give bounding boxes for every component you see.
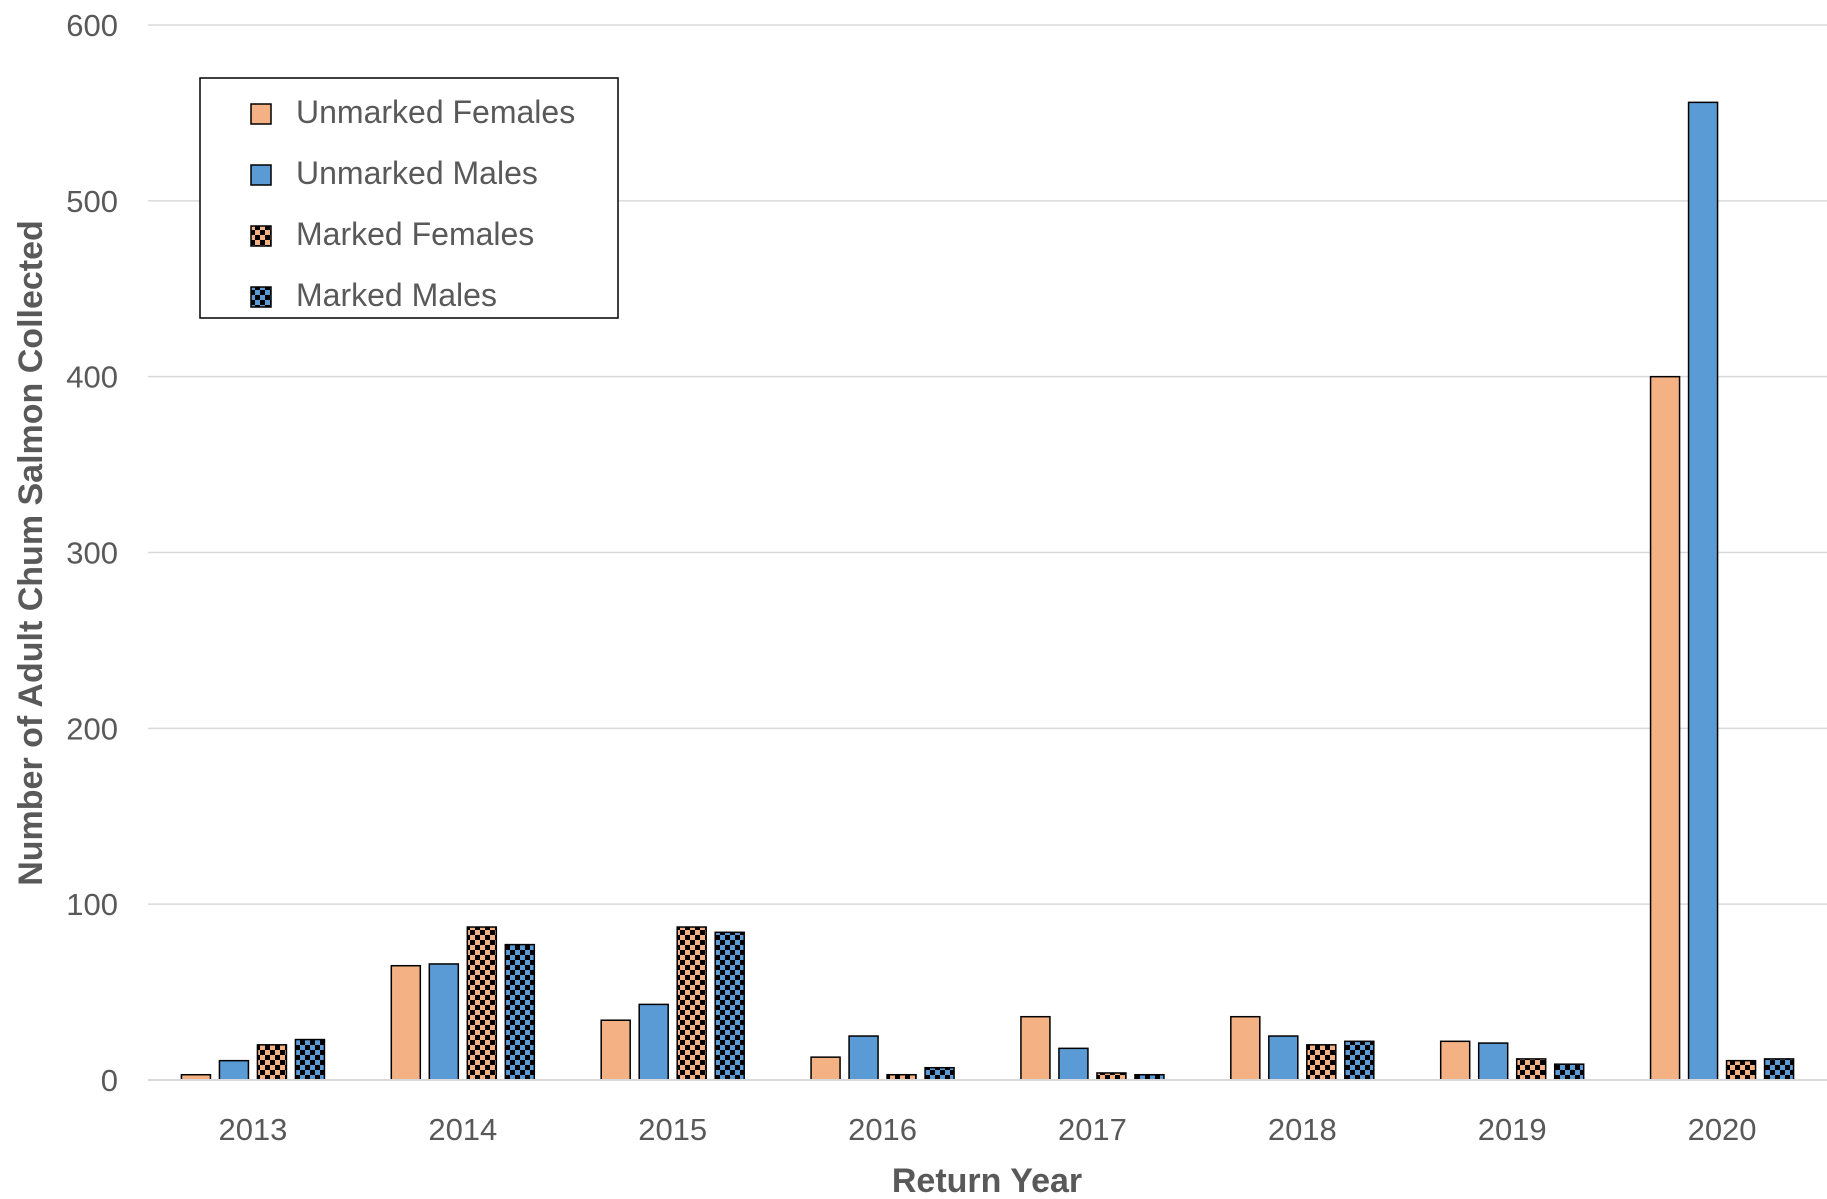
bar-marked-males-2018 bbox=[1344, 1040, 1375, 1081]
legend-swatch bbox=[250, 286, 272, 308]
bar-unmarked-males-2017 bbox=[1058, 1047, 1089, 1081]
legend-label: Unmarked Males bbox=[296, 155, 538, 191]
y-tick-label: 0 bbox=[101, 1063, 118, 1098]
legend-label: Marked Females bbox=[296, 216, 534, 252]
y-tick-label: 600 bbox=[66, 8, 118, 43]
bar-unmarked-males-2018 bbox=[1268, 1035, 1299, 1081]
y-tick-label: 400 bbox=[66, 360, 118, 395]
x-tick-label: 2015 bbox=[638, 1112, 707, 1147]
bar-unmarked-males-2016 bbox=[848, 1035, 879, 1081]
y-tick-label: 100 bbox=[66, 887, 118, 922]
bar-unmarked-females-2019 bbox=[1439, 1040, 1471, 1081]
bar-unmarked-females-2018 bbox=[1230, 1015, 1261, 1081]
legend-swatch bbox=[250, 103, 272, 125]
x-tick-label: 2017 bbox=[1058, 1112, 1127, 1147]
x-axis-title: Return Year bbox=[892, 1162, 1082, 1199]
legend-swatch bbox=[250, 164, 272, 186]
bar-unmarked-females-2015 bbox=[600, 1019, 631, 1081]
legend-label: Marked Males bbox=[296, 277, 497, 313]
x-axis: 2013 2014 2015 2016 2017 2018 2019 2020 bbox=[148, 1079, 1827, 1147]
bar-marked-males-2015 bbox=[714, 931, 745, 1081]
bar-marked-males-2016 bbox=[924, 1066, 955, 1081]
bar-unmarked-males-2019 bbox=[1477, 1042, 1509, 1081]
x-tick-label: 2013 bbox=[218, 1112, 287, 1147]
bar-unmarked-females-2017 bbox=[1020, 1015, 1051, 1081]
bar-marked-males-2019 bbox=[1553, 1063, 1585, 1081]
legend: Unmarked Females Unmarked Males Marked Fem… bbox=[199, 77, 619, 319]
bar-marked-males-2014 bbox=[504, 943, 536, 1081]
bar-marked-females-2017 bbox=[1096, 1072, 1127, 1081]
bar-marked-females-2019 bbox=[1515, 1058, 1547, 1081]
bar-unmarked-males-2014 bbox=[428, 963, 460, 1081]
bar-marked-females-2014 bbox=[466, 926, 498, 1081]
bar-unmarked-females-2016 bbox=[810, 1056, 841, 1081]
bar-unmarked-males-2020 bbox=[1687, 101, 1719, 1081]
legend-swatch bbox=[250, 225, 272, 247]
x-tick-label: 2019 bbox=[1478, 1112, 1547, 1147]
bar-marked-females-2015 bbox=[676, 926, 707, 1081]
y-axis-title: Number of Adult Chum Salmon Collected bbox=[12, 220, 50, 886]
bar-marked-females-2013 bbox=[256, 1044, 288, 1081]
legend-label: Unmarked Females bbox=[296, 94, 575, 130]
x-tick-label: 2014 bbox=[428, 1112, 497, 1147]
bar-marked-females-2020 bbox=[1725, 1059, 1757, 1081]
y-tick-label: 300 bbox=[66, 536, 118, 571]
bar-unmarked-males-2015 bbox=[638, 1003, 669, 1081]
bar-unmarked-females-2020 bbox=[1649, 375, 1681, 1081]
y-tick-label: 200 bbox=[66, 711, 118, 746]
x-tick-label: 2020 bbox=[1688, 1112, 1757, 1147]
bar-marked-males-2013 bbox=[294, 1038, 326, 1081]
bar-unmarked-males-2013 bbox=[218, 1059, 250, 1081]
bar-unmarked-females-2014 bbox=[390, 964, 422, 1081]
y-axis: 0 100 200 300 400 500 600 bbox=[66, 8, 118, 1098]
bar-marked-males-2020 bbox=[1763, 1058, 1795, 1081]
x-tick-label: 2018 bbox=[1268, 1112, 1337, 1147]
bar-marked-females-2018 bbox=[1306, 1044, 1337, 1081]
x-tick-label: 2016 bbox=[848, 1112, 917, 1147]
y-tick-label: 500 bbox=[66, 184, 118, 219]
